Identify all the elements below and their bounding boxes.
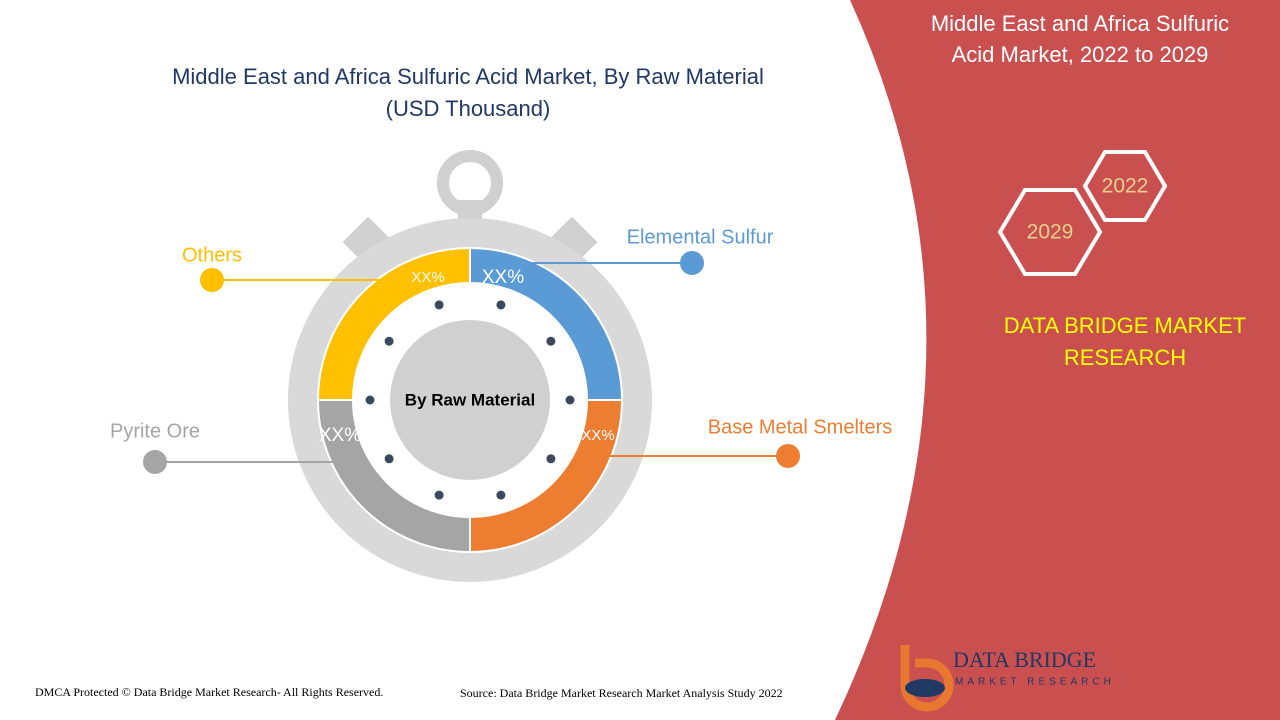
segment-value: XX% bbox=[411, 269, 444, 286]
logo-tagline: MARKET RESEARCH bbox=[955, 677, 1115, 688]
button bbox=[342, 216, 390, 264]
center bbox=[390, 320, 550, 480]
dial-dot bbox=[546, 454, 556, 464]
title-block: Middle East and Africa Sulfuric Acid Mar… bbox=[172, 64, 764, 121]
leader-dot bbox=[143, 450, 167, 474]
logo-mark bbox=[900, 645, 954, 712]
segment-value: XX% bbox=[482, 267, 524, 288]
leader-dot bbox=[200, 268, 224, 292]
dial-dot bbox=[384, 454, 394, 464]
logo: DATA BRIDGE MARKET RESEARCH bbox=[900, 645, 1115, 712]
side-title: Middle East and Africa Sulfuric Acid Mark… bbox=[931, 11, 1229, 67]
segment-label: Others bbox=[182, 244, 242, 266]
copyright: DMCA Protected © Data Bridge Market Rese… bbox=[35, 685, 383, 699]
logo-mark bbox=[905, 679, 945, 697]
knob bbox=[437, 150, 503, 216]
logo-name: DATA BRIDGE bbox=[953, 647, 1096, 672]
year: 2029 bbox=[1027, 221, 1074, 244]
stopwatch: XX% XX% XX% XX% By Raw Material bbox=[288, 150, 652, 582]
dial-dot bbox=[565, 395, 575, 405]
source: Source: Data Bridge Market Research Mark… bbox=[460, 686, 783, 700]
center-label: By Raw Material bbox=[405, 390, 535, 409]
segment-label: Base Metal Smelters bbox=[708, 416, 893, 438]
leader-dot bbox=[680, 251, 704, 275]
dial-dot bbox=[546, 336, 556, 346]
side-panel bbox=[835, 0, 1280, 720]
segment-label: Elemental Sulfur bbox=[627, 226, 774, 248]
dial-dot bbox=[384, 336, 394, 346]
dial-dot bbox=[496, 300, 506, 310]
segment-value: XX% bbox=[581, 427, 614, 444]
title: Middle East and Africa Sulfuric Acid Mar… bbox=[172, 64, 764, 89]
year: 2022 bbox=[1102, 175, 1149, 198]
leader-dot bbox=[776, 444, 800, 468]
brand: DATA BRIDGE MARKET RESEARCH bbox=[1003, 313, 1247, 370]
dial-dot bbox=[496, 490, 506, 500]
dial-dot bbox=[434, 300, 444, 310]
brand-box: DATA BRIDGE MARKET RESEARCH bbox=[1003, 313, 1247, 370]
hexagon bbox=[1082, 150, 1168, 222]
segment-value: XX% bbox=[319, 425, 361, 446]
hexagon bbox=[997, 188, 1103, 276]
button bbox=[550, 216, 598, 264]
dial-dot bbox=[434, 490, 444, 500]
segment-label: Pyrite Ore bbox=[110, 420, 200, 442]
dial-dot bbox=[365, 395, 375, 405]
unit: (USD Thousand) bbox=[386, 96, 551, 121]
